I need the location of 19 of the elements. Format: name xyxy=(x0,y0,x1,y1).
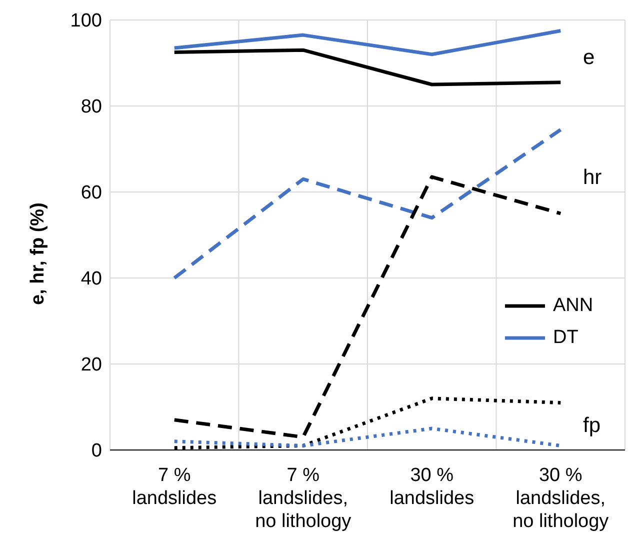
line-series xyxy=(172,29,562,56)
y-axis-title: e, hr, fp (%) xyxy=(28,202,49,305)
line-series xyxy=(172,48,562,86)
legend-label: DT xyxy=(553,327,578,349)
y-tick-label: 60 xyxy=(80,182,102,204)
annotation: fp xyxy=(582,414,602,438)
y-tick-label: 100 xyxy=(70,10,102,32)
line-series xyxy=(172,128,562,280)
y-tick-label: 20 xyxy=(80,354,102,376)
annotation: e xyxy=(582,46,596,70)
x-tick-label: 30 % landslides xyxy=(390,465,474,509)
y-tick-label: 0 xyxy=(91,440,102,462)
x-tick-label: 30 % landslides, no lithology xyxy=(512,465,610,532)
annotation: hr xyxy=(582,166,603,190)
y-tick-label: 80 xyxy=(80,96,102,118)
y-tick-label: 40 xyxy=(80,268,102,290)
x-tick-label: 7 % landslides xyxy=(132,465,217,509)
legend-label: ANN xyxy=(553,295,594,317)
x-tick-label: 7 % landslides, no lithology xyxy=(255,465,352,532)
